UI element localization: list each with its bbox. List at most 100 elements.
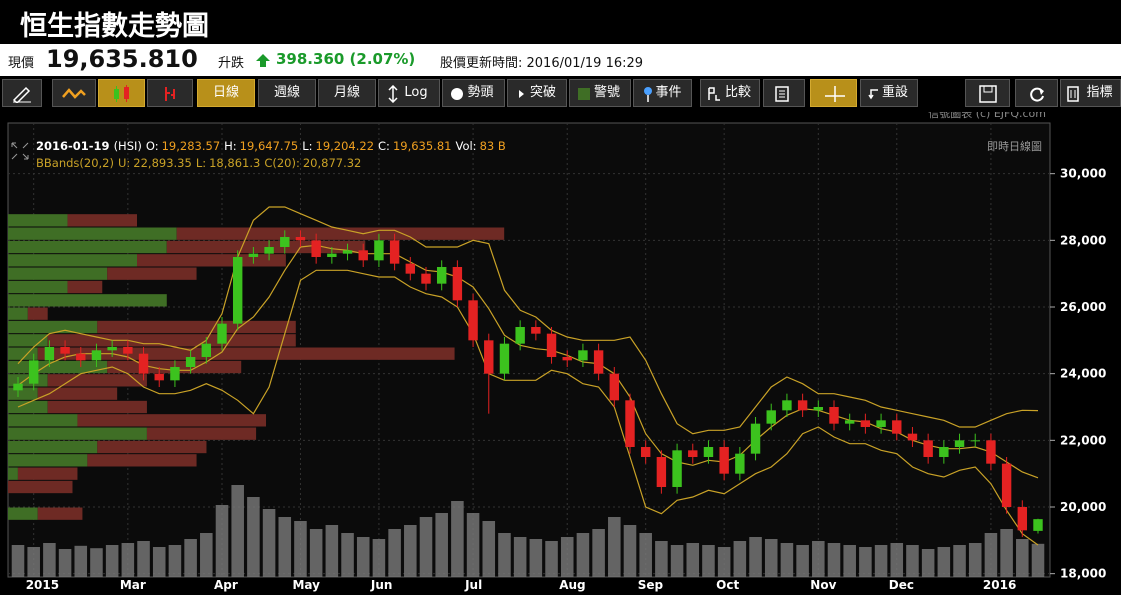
- alert-button[interactable]: 警號: [569, 79, 631, 107]
- volume-bar: [278, 517, 292, 577]
- volume-bar: [639, 533, 652, 577]
- candle-body: [1033, 519, 1043, 531]
- toolbar: 日線 週線 月線 Log 勢頭 突破 警號 事件 比較 重設 指標: [0, 76, 1121, 112]
- candle-body: [876, 420, 886, 427]
- log-button[interactable]: Log: [378, 79, 440, 107]
- volume-bar: [200, 533, 213, 577]
- candle-body: [342, 250, 353, 254]
- monthly-button[interactable]: 月線: [318, 79, 376, 107]
- volume-bar: [466, 513, 480, 577]
- candle-body: [91, 350, 102, 361]
- up-arrow: [256, 54, 270, 67]
- volume-bar: [921, 549, 935, 577]
- change: 398.360 (2.07%): [276, 50, 416, 68]
- volume-bar: [231, 485, 244, 577]
- profile-up: [8, 240, 167, 254]
- candle-body: [484, 340, 494, 374]
- volume-bar: [670, 545, 684, 577]
- candle-body: [185, 357, 196, 367]
- volume-bar: [11, 545, 25, 577]
- candle-body: [232, 257, 243, 324]
- volume-bar: [702, 545, 715, 577]
- volume-bar: [137, 541, 150, 577]
- candle-body: [280, 237, 290, 247]
- volume-bar: [309, 529, 323, 577]
- expand-icon: [11, 142, 29, 160]
- change-label: 升跌: [218, 56, 245, 71]
- candle-body: [217, 323, 227, 344]
- volume-bar: [859, 547, 872, 577]
- draw-button[interactable]: [2, 79, 42, 107]
- volume-bar: [27, 547, 40, 577]
- event-button[interactable]: 事件: [633, 79, 692, 107]
- save-button[interactable]: [965, 79, 1010, 107]
- volume-bar: [686, 543, 700, 577]
- refresh-button[interactable]: [1015, 79, 1058, 107]
- bband-label: L:: [196, 156, 206, 170]
- profile-down: [67, 280, 103, 294]
- candle-body: [248, 253, 259, 257]
- volume-bar: [262, 509, 276, 577]
- candle-body: [311, 240, 321, 257]
- weekly-button[interactable]: 週線: [258, 79, 316, 107]
- candle-body: [688, 450, 698, 457]
- momentum-button[interactable]: 勢頭: [442, 79, 505, 107]
- profile-down: [17, 467, 78, 480]
- update-time: 股價更新時間: 2016/01/19 16:29: [440, 56, 644, 71]
- info-value: 19,204.22: [316, 139, 375, 153]
- profile-up: [8, 454, 88, 467]
- volume-bar: [388, 529, 401, 577]
- profile-up: [8, 387, 38, 400]
- indicator-button[interactable]: 指標: [1060, 79, 1121, 107]
- info-value: 19,635.81: [393, 139, 452, 153]
- profile-up: [8, 280, 68, 294]
- info-label: Vol:: [455, 139, 476, 153]
- candle-body: [656, 457, 667, 487]
- mode-label: 即時日線圖: [987, 139, 1042, 153]
- candle-body: [499, 343, 510, 374]
- candle-body: [107, 347, 117, 351]
- bband-label: C(20):: [264, 156, 300, 170]
- candle-body: [640, 447, 651, 457]
- breakout-button[interactable]: 突破: [507, 79, 567, 107]
- candle-body: [939, 447, 949, 457]
- x-tick-label: Mar: [120, 578, 146, 592]
- volume-bar: [341, 533, 354, 577]
- line-chart-button[interactable]: [52, 79, 96, 107]
- daily-button[interactable]: 日線: [197, 79, 255, 107]
- candle-body: [844, 420, 855, 424]
- x-tick-label: Oct: [716, 578, 739, 592]
- profile-down: [137, 254, 286, 267]
- volume-bar: [43, 543, 56, 577]
- crosshair-button[interactable]: [810, 79, 857, 107]
- candle-body: [468, 300, 478, 341]
- candle-body: [515, 327, 525, 344]
- profile-down: [47, 400, 147, 414]
- info-line: 2016-01-19 (HSI) O: 19,283.57 H: 19,647.75 L: 1…: [36, 139, 506, 153]
- candle-body: [201, 343, 212, 357]
- volume-bar: [498, 533, 511, 577]
- bar-chart-button[interactable]: [147, 79, 193, 107]
- candle-body: [123, 347, 133, 354]
- x-tick-label: 2016: [983, 578, 1016, 592]
- volume-bar: [529, 539, 543, 577]
- candle-body: [358, 250, 368, 261]
- volume-bar: [435, 513, 448, 577]
- volume-bar: [968, 543, 982, 577]
- candle-body: [154, 373, 164, 381]
- candle-body: [593, 350, 604, 374]
- list-button[interactable]: [763, 79, 805, 107]
- compare-button[interactable]: 比較: [700, 79, 760, 107]
- candle-body: [452, 267, 463, 301]
- volume-bar: [168, 545, 182, 577]
- volume-bar: [74, 545, 88, 577]
- volume-bar: [419, 517, 433, 577]
- x-tick-label: 2015: [26, 578, 59, 592]
- candle-chart-button[interactable]: [98, 79, 145, 107]
- x-tick-label: Sep: [638, 578, 664, 592]
- reset-button[interactable]: 重設: [860, 79, 918, 107]
- x-tick-label: Apr: [214, 578, 238, 592]
- candle-body: [546, 333, 557, 357]
- volume-bar: [984, 533, 998, 577]
- candle-body: [907, 433, 918, 441]
